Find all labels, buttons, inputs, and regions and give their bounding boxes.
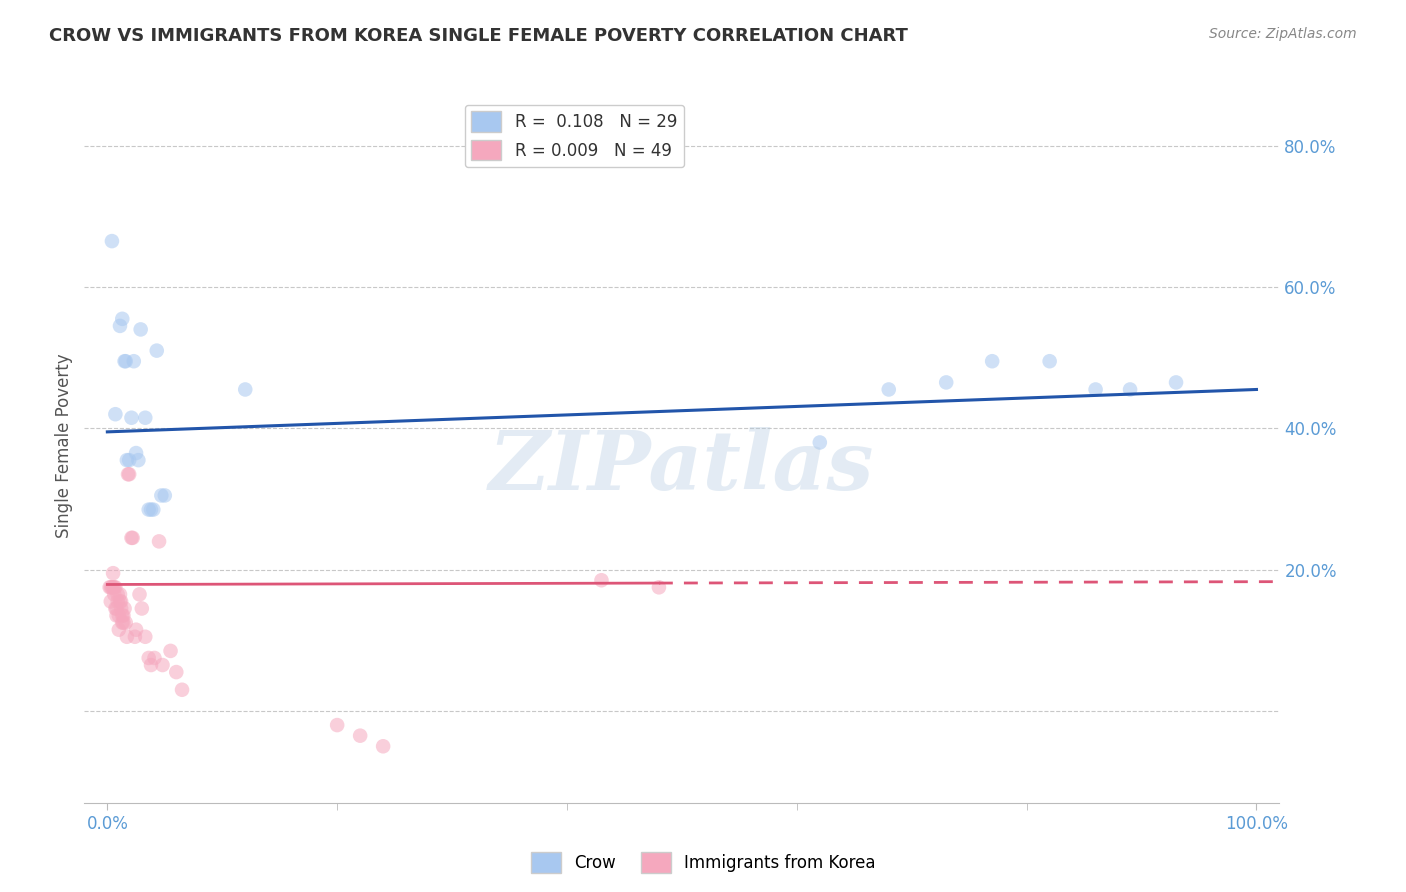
Point — [138, 502, 160, 516]
Point — [145, 343, 167, 358]
Point — [170, 682, 193, 697]
Point — [1084, 383, 1107, 397]
Point — [105, 601, 128, 615]
Point — [104, 580, 127, 594]
Point — [134, 410, 156, 425]
Point — [349, 729, 371, 743]
Point — [110, 601, 132, 615]
Text: Source: ZipAtlas.com: Source: ZipAtlas.com — [1209, 27, 1357, 41]
Point — [122, 354, 145, 368]
Point — [108, 623, 131, 637]
Point — [108, 594, 131, 608]
Point — [111, 615, 134, 630]
Point — [121, 531, 143, 545]
Point — [112, 608, 135, 623]
Point — [114, 601, 136, 615]
Point — [153, 488, 176, 502]
Point — [114, 354, 136, 368]
Point — [108, 587, 131, 601]
Point — [100, 594, 122, 608]
Point — [159, 644, 181, 658]
Point — [129, 322, 152, 336]
Point — [1119, 383, 1142, 397]
Point — [105, 608, 128, 623]
Point — [103, 580, 125, 594]
Point — [98, 580, 121, 594]
Point — [935, 376, 957, 390]
Point — [139, 658, 162, 673]
Point — [326, 718, 349, 732]
Text: ZIPatlas: ZIPatlas — [489, 427, 875, 508]
Point — [121, 531, 143, 545]
Point — [118, 467, 141, 482]
Legend: R =  0.108   N = 29, R = 0.009   N = 49: R = 0.108 N = 29, R = 0.009 N = 49 — [465, 104, 683, 167]
Point — [131, 601, 153, 615]
Point — [128, 587, 150, 601]
Point — [134, 630, 156, 644]
Point — [877, 383, 900, 397]
Point — [981, 354, 1004, 368]
Point — [111, 311, 134, 326]
Point — [152, 658, 174, 673]
Point — [107, 587, 129, 601]
Point — [124, 630, 146, 644]
Point — [114, 354, 136, 368]
Point — [1039, 354, 1062, 368]
Point — [150, 488, 173, 502]
Point — [139, 502, 162, 516]
Legend: Crow, Immigrants from Korea: Crow, Immigrants from Korea — [524, 846, 882, 880]
Point — [114, 615, 136, 630]
Text: CROW VS IMMIGRANTS FROM KOREA SINGLE FEMALE POVERTY CORRELATION CHART: CROW VS IMMIGRANTS FROM KOREA SINGLE FEM… — [49, 27, 908, 45]
Point — [148, 534, 170, 549]
Point — [111, 608, 134, 623]
Point — [125, 446, 148, 460]
Point — [118, 453, 141, 467]
Point — [125, 623, 148, 637]
Point — [648, 580, 671, 594]
Point — [104, 407, 127, 421]
Point — [142, 502, 165, 516]
Point — [138, 651, 160, 665]
Point — [808, 435, 831, 450]
Point — [108, 318, 131, 333]
Point — [101, 580, 124, 594]
Point — [143, 651, 166, 665]
Point — [107, 594, 129, 608]
Point — [115, 453, 138, 467]
Point — [165, 665, 187, 679]
Point — [110, 594, 132, 608]
Point — [100, 580, 122, 594]
Point — [115, 630, 138, 644]
Point — [104, 601, 127, 615]
Point — [101, 580, 124, 594]
Point — [233, 383, 256, 397]
Point — [103, 587, 125, 601]
Point — [1164, 376, 1187, 390]
Point — [373, 739, 395, 754]
Point — [121, 410, 143, 425]
Point — [101, 234, 124, 248]
Y-axis label: Single Female Poverty: Single Female Poverty — [55, 354, 73, 538]
Point — [101, 566, 124, 581]
Point — [127, 453, 149, 467]
Point — [117, 467, 139, 482]
Point — [108, 608, 131, 623]
Point — [112, 615, 135, 630]
Point — [591, 573, 613, 587]
